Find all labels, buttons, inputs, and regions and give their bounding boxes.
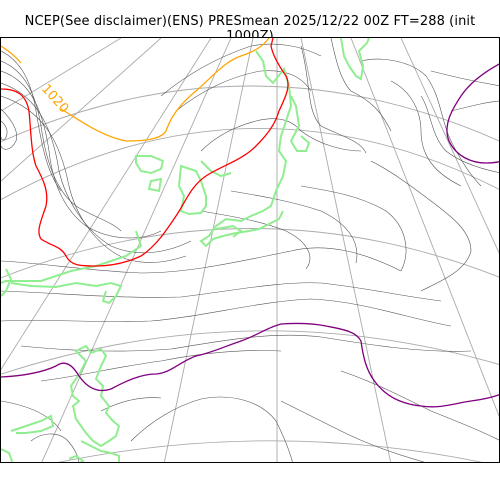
- meridian: [300, 38, 392, 462]
- latitude-circle: [1, 330, 499, 375]
- meridian: [1, 38, 162, 182]
- pressure-map: 1020: [0, 37, 500, 463]
- coastline: [1, 268, 13, 297]
- contour-1020: [1, 38, 270, 142]
- coastline: [1, 448, 14, 462]
- coastline: [68, 454, 85, 462]
- meridian: [163, 38, 254, 462]
- coastline: [10, 414, 55, 434]
- contour-red: [1, 38, 289, 267]
- latitude-circle: [1, 127, 499, 201]
- coastline: [69, 344, 121, 448]
- coastline: [200, 160, 232, 178]
- graticule: [1, 38, 499, 462]
- coastline: [10, 281, 123, 305]
- coastline: [135, 155, 165, 175]
- meridian: [1, 38, 122, 112]
- isobars: [1, 38, 499, 462]
- coastline: [199, 50, 293, 248]
- coastline: [80, 440, 120, 462]
- coastline: [340, 38, 370, 81]
- contour-purple: [1, 63, 499, 408]
- coastline: [147, 177, 163, 193]
- meridian: [1, 38, 212, 371]
- coastlines: [1, 38, 370, 462]
- coastline: [289, 95, 311, 152]
- meridian: [400, 38, 499, 254]
- latitude-circle: [58, 440, 483, 462]
- meridian: [350, 38, 499, 418]
- latitude-circle: [1, 228, 499, 279]
- coastline: [215, 224, 243, 238]
- coastline: [177, 164, 207, 216]
- coastline: [1, 230, 143, 284]
- contour-1020-label: 1020: [38, 82, 71, 117]
- latitude-circle: [1, 85, 499, 143]
